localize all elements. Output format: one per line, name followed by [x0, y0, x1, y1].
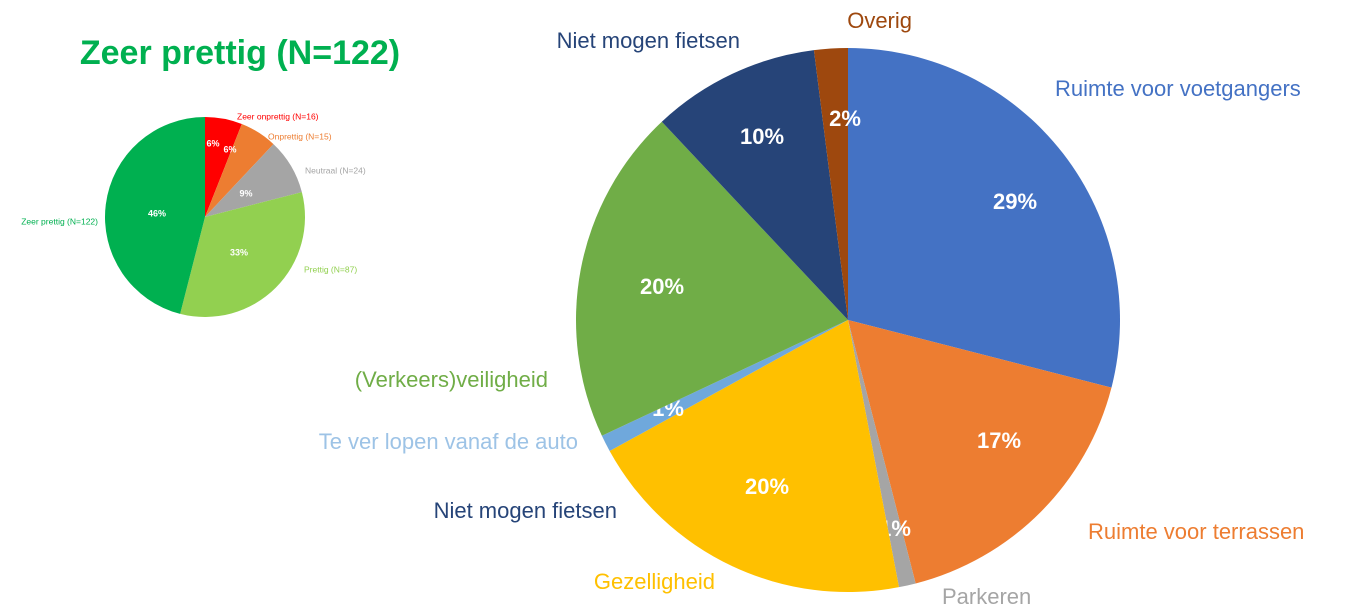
slice-label: Onprettig (N=15)	[268, 131, 332, 141]
pie-slice	[848, 320, 1112, 584]
slice-label: Te ver lopen vanaf de auto	[319, 429, 578, 454]
data-label: 33%	[230, 247, 248, 257]
data-label: 20%	[640, 274, 684, 299]
data-label: 2%	[829, 106, 861, 131]
slice-label: Zeer onprettig (N=16)	[237, 111, 319, 121]
data-label: 6%	[223, 144, 236, 154]
pie-slice	[575, 121, 848, 436]
pie-slice	[848, 48, 1120, 388]
pie-slice	[813, 48, 848, 320]
heading: Zeer prettig (N=122)	[80, 34, 400, 72]
pie-slice	[601, 320, 848, 452]
slice-label: Prettig (N=87)	[304, 264, 357, 274]
slice-label: Neutraal (N=24)	[305, 165, 366, 175]
pie-slice	[848, 320, 916, 588]
pie-slice	[205, 124, 274, 217]
slice-label: Niet mogen fietsen	[557, 28, 740, 53]
slice-label: Ruimte voor terrassen	[1088, 519, 1304, 544]
data-label: 6%	[206, 138, 219, 148]
data-label: 17%	[977, 428, 1021, 453]
data-label: 9%	[239, 188, 252, 198]
pie-slice	[661, 50, 848, 320]
slice-label: Zeer prettig (N=122)	[21, 216, 98, 226]
pie-slice	[205, 144, 302, 217]
slice-label: Niet mogen fietsen	[434, 498, 617, 523]
pie-slice	[205, 117, 242, 217]
slice-label: Overig	[847, 8, 912, 33]
data-label: 29%	[993, 189, 1037, 214]
data-label: 20%	[745, 474, 789, 499]
pie-slice	[609, 320, 899, 592]
pie-slice	[180, 192, 305, 317]
slice-label: Parkeren	[942, 584, 1031, 609]
slice-label: (Verkeers)veiligheid	[355, 367, 548, 392]
pie-slice	[105, 117, 205, 314]
data-label: 46%	[148, 208, 166, 218]
data-label: 10%	[740, 124, 784, 149]
slice-label: Gezelligheid	[594, 569, 715, 594]
slice-label: Ruimte voor voetgangers	[1055, 76, 1301, 101]
